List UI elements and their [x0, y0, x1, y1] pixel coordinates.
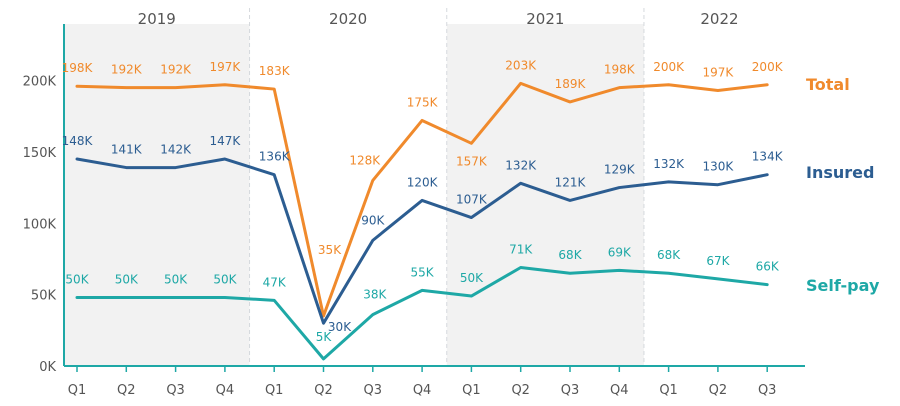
data-label-total: 192K: [111, 63, 143, 77]
y-tick-label: 200K: [23, 75, 57, 90]
data-label-insured: 132K: [505, 158, 537, 172]
series-line-insured: [75, 157, 769, 325]
data-label-insured: 136K: [259, 150, 291, 164]
data-label-insured: 129K: [604, 163, 636, 177]
y-tick-label: 100K: [23, 217, 57, 232]
data-label-self-pay: 55K: [411, 265, 435, 279]
data-label-insured: 134K: [752, 150, 784, 164]
data-label-self-pay: 50K: [65, 272, 89, 286]
data-label-total: 200K: [752, 60, 784, 74]
year-band-2021: [446, 24, 644, 366]
x-tick-label: Q3: [364, 383, 383, 398]
data-label-total: 200K: [653, 60, 685, 74]
x-tick-label: Q2: [314, 383, 333, 398]
data-label-insured: 90K: [361, 213, 385, 227]
data-label-insured: 147K: [210, 134, 242, 148]
year-label-2020: 2020: [329, 10, 367, 28]
x-tick-label: Q3: [758, 383, 777, 398]
x-tick-label: Q1: [462, 383, 481, 398]
data-label-insured: 148K: [62, 134, 94, 148]
series-line-total: [75, 81, 769, 318]
year-label-2022: 2022: [700, 10, 738, 28]
data-label-self-pay: 66K: [756, 260, 780, 274]
x-tick-label: Q3: [561, 383, 580, 398]
x-tick-label: Q3: [166, 383, 185, 398]
data-label-total: 157K: [456, 154, 488, 168]
year-label-2019: 2019: [138, 10, 176, 28]
data-label-self-pay: 50K: [115, 272, 139, 286]
data-label-self-pay: 69K: [608, 245, 632, 259]
series-label-self-pay: Self-pay: [806, 276, 880, 295]
data-label-self-pay: 38K: [363, 288, 387, 302]
x-tick-label: Q4: [610, 383, 629, 398]
data-label-insured: 121K: [555, 175, 587, 189]
data-label-self-pay: 50K: [460, 271, 484, 285]
data-label-total: 197K: [703, 65, 735, 79]
data-label-self-pay: 68K: [558, 248, 582, 262]
data-label-total: 183K: [259, 64, 291, 78]
data-label-self-pay: 47K: [263, 275, 287, 289]
data-label-self-pay: 5K: [316, 330, 333, 344]
series-label-total: Total: [806, 75, 850, 94]
x-tick-label: Q4: [216, 383, 235, 398]
series-label-insured: Insured: [806, 163, 874, 182]
x-tick-label: Q1: [68, 383, 87, 398]
data-label-insured: 120K: [407, 175, 439, 189]
year-band-2019: [64, 24, 250, 366]
data-label-insured: 107K: [456, 193, 488, 207]
data-label-self-pay: 67K: [706, 254, 730, 268]
data-label-total: 203K: [505, 58, 537, 72]
data-label-total: 198K: [62, 61, 94, 75]
year-label-2021: 2021: [526, 10, 564, 28]
data-label-total: 198K: [604, 63, 636, 77]
data-label-self-pay: 50K: [213, 272, 237, 286]
data-label-insured: 142K: [160, 143, 192, 157]
data-label-total: 189K: [555, 77, 587, 91]
data-label-total: 35K: [318, 243, 342, 257]
data-label-total: 175K: [407, 95, 439, 109]
data-label-total: 128K: [349, 153, 381, 167]
data-label-insured: 130K: [703, 160, 735, 174]
y-tick-label: 0K: [39, 360, 56, 375]
x-tick-label: Q2: [709, 383, 728, 398]
x-tick-label: Q2: [511, 383, 530, 398]
x-tick-label: Q1: [659, 383, 678, 398]
x-tick-label: Q1: [265, 383, 284, 398]
series-line-self-pay: [75, 266, 769, 361]
data-label-insured: 141K: [111, 143, 143, 157]
y-tick-label: 150K: [23, 146, 57, 161]
data-label-total: 197K: [210, 60, 242, 74]
y-tick-label: 50K: [31, 289, 57, 304]
x-tick-label: Q4: [413, 383, 432, 398]
data-label-self-pay: 50K: [164, 272, 188, 286]
data-label-insured: 30K: [328, 320, 352, 334]
data-label-total: 192K: [160, 63, 192, 77]
data-label-self-pay: 71K: [509, 243, 533, 257]
data-label-insured: 132K: [653, 157, 685, 171]
x-tick-label: Q2: [117, 383, 136, 398]
data-label-self-pay: 68K: [657, 248, 681, 262]
